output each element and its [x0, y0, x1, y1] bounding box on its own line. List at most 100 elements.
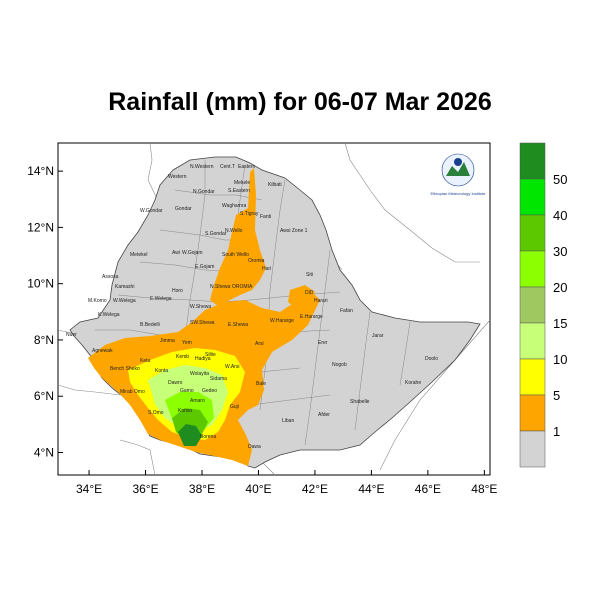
legend-swatch [519, 142, 546, 180]
legend-label: 5 [553, 388, 560, 403]
admin-label: Assosa [102, 274, 119, 280]
admin-label: Shabelle [350, 399, 370, 405]
admin-label: Harari [314, 298, 328, 304]
admin-label: Horo [172, 288, 183, 294]
admin-label: Agnewak [92, 348, 113, 354]
admin-label: N.Western [190, 164, 214, 170]
legend-swatch [519, 430, 546, 468]
rain-50mm-plus [178, 424, 202, 446]
admin-label: Bench Sheko [110, 366, 140, 372]
admin-label: Kamashi [115, 284, 134, 290]
admin-label: S.Gondar [205, 231, 227, 237]
x-tick-label: 36°E [132, 482, 158, 496]
admin-label: Hadiya [195, 356, 211, 362]
x-tick-label: 46°E [415, 482, 441, 496]
y-tick-label: 10°N [27, 277, 54, 291]
admin-label: S.Omo [148, 410, 164, 416]
admin-label: Mekele [234, 180, 250, 186]
x-tick-label: 34°E [76, 482, 102, 496]
admin-label: Kilbati [268, 182, 282, 188]
y-tick-label: 8°N [34, 333, 54, 347]
legend-colorbar: 50 40 30 20 15 10 5 1 [519, 142, 567, 468]
admin-label: Awi [172, 250, 180, 256]
admin-label: Wolayita [190, 371, 209, 377]
admin-label: M.Komo [88, 298, 107, 304]
admin-label: SW.Shewa [190, 320, 215, 326]
admin-label: Konta [155, 368, 168, 374]
admin-label: Borena [200, 434, 216, 440]
admin-label: Doolo [425, 356, 438, 362]
legend-label: 10 [553, 352, 567, 367]
logo-caption: Ethiopian Meteorology Institute [431, 191, 487, 196]
admin-label: Siltie [205, 352, 216, 358]
admin-label: Nogob [332, 362, 347, 368]
legend-swatch [519, 178, 546, 216]
admin-label: Erer [318, 340, 328, 346]
legend-label: 50 [553, 172, 567, 187]
y-tick-label: 12°N [27, 220, 54, 234]
admin-label: Cent.T [220, 164, 235, 170]
admin-label: Fafan [340, 308, 353, 314]
admin-label: B.Bedelli [140, 322, 160, 328]
admin-label: Gamo [180, 388, 194, 394]
admin-label: Fanti [260, 214, 271, 220]
admin-label: Dawa [248, 444, 261, 450]
admin-label: Guji [230, 404, 239, 410]
admin-label: Kemb [176, 354, 189, 360]
institute-logo: Ethiopian Meteorology Institute [429, 143, 487, 201]
rain-spot-east [288, 285, 315, 310]
admin-label: Amaro [190, 398, 205, 404]
admin-label: Siti [306, 272, 313, 278]
legend-swatch [519, 214, 546, 252]
legend-label: 20 [553, 280, 567, 295]
admin-label: E.Hararge [300, 314, 323, 320]
admin-label: Liban [282, 418, 294, 424]
admin-label: Metekel [130, 252, 148, 258]
rainfall-shading [88, 168, 320, 466]
y-tick-label: 6°N [34, 389, 54, 403]
admin-label: E.Shewa [228, 322, 248, 328]
legend-label: 30 [553, 244, 567, 259]
admin-label-layer: N.Western Cent.T Eastern Western Mekele … [66, 164, 438, 450]
map-title: Rainfall (mm) for 06-07 Mar 2026 [108, 88, 492, 116]
admin-label: Sidama [210, 376, 227, 382]
admin-label: W.Arsi [225, 364, 239, 370]
admin-label: Eastern [238, 164, 255, 170]
legend-swatch [519, 358, 546, 396]
admin-label: Korahe [405, 380, 421, 386]
rain-1-5mm-north [210, 168, 266, 306]
x-tick-label: 40°E [245, 482, 271, 496]
admin-label: N.Wello [225, 228, 243, 234]
admin-label: Jimma [160, 338, 175, 344]
x-tick-label: 38°E [189, 482, 215, 496]
admin-label: Gondar [175, 206, 192, 212]
legend-label: 15 [553, 316, 567, 331]
admin-label: Gedeo [202, 388, 217, 394]
admin-label: Keta [140, 358, 151, 364]
y-tick-label: 14°N [27, 164, 54, 178]
admin-label: E.Welega [150, 296, 172, 302]
admin-label: Jarar [372, 333, 384, 339]
admin-label: Yem [182, 340, 192, 346]
admin-label: Dawro [168, 380, 183, 386]
legend-swatch [519, 394, 546, 432]
admin-label: W.Gojam [182, 250, 203, 256]
legend-swatch [519, 286, 546, 324]
y-tick-label: 4°N [34, 445, 54, 459]
x-tick-label: 42°E [302, 482, 328, 496]
admin-label: W.Gondar [140, 208, 163, 214]
admin-label: Waghamra [222, 203, 246, 209]
admin-label: OROMIA [232, 284, 253, 290]
admin-label: DiD [305, 290, 314, 296]
admin-label: Afder [318, 412, 330, 418]
mountain-icon [446, 162, 470, 176]
admin-label: Western [168, 174, 187, 180]
admin-label: Arsi [255, 341, 264, 347]
legend-swatch [519, 322, 546, 360]
x-tick-label: 48°E [471, 482, 497, 496]
admin-label: N.Shewa [210, 284, 231, 290]
x-tick-label: 44°E [358, 482, 384, 496]
legend-label: 1 [553, 424, 560, 439]
logo-emblem-icon [441, 153, 475, 187]
